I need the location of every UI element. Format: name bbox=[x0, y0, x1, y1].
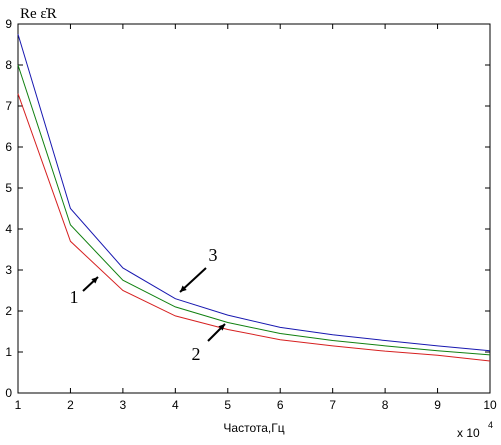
y-tick-label: 2 bbox=[5, 304, 12, 318]
series-line bbox=[17, 34, 491, 352]
series-line bbox=[17, 64, 491, 356]
x-tick-label: 2 bbox=[67, 398, 74, 412]
x-tick-label: 4 bbox=[172, 398, 179, 412]
y-axis-label: Re ε̇R bbox=[20, 6, 57, 22]
y-tick-label: 0 bbox=[5, 386, 12, 400]
x-tick-label: 6 bbox=[277, 398, 284, 412]
x-tick-label: 7 bbox=[329, 398, 336, 412]
series-label: 3 bbox=[209, 245, 218, 265]
y-tick-label: 7 bbox=[5, 99, 12, 113]
y-tick-label: 9 bbox=[5, 17, 12, 31]
y-tick-label: 6 bbox=[5, 140, 12, 154]
x-tick-label: 5 bbox=[224, 398, 231, 412]
y-tick-label: 1 bbox=[5, 345, 12, 359]
y-tick-label: 4 bbox=[5, 222, 12, 236]
y-tick-label: 8 bbox=[5, 58, 12, 72]
annotation-arrowhead bbox=[180, 285, 187, 292]
x-multiplier: x 10 bbox=[457, 426, 480, 440]
series-label: 2 bbox=[192, 344, 201, 364]
x-tick-label: 8 bbox=[382, 398, 389, 412]
series-line bbox=[17, 93, 491, 362]
axes-box bbox=[17, 23, 491, 394]
x-tick-label: 1 bbox=[15, 398, 22, 412]
y-tick-label: 3 bbox=[5, 263, 12, 277]
series-label: 1 bbox=[70, 287, 79, 307]
x-exponent: 4 bbox=[488, 420, 493, 430]
annotation-arrowhead bbox=[218, 324, 225, 331]
x-tick-label: 3 bbox=[120, 398, 127, 412]
x-tick-label: 9 bbox=[434, 398, 441, 412]
y-tick-label: 5 bbox=[5, 181, 12, 195]
x-axis-label: Частота,Гц bbox=[223, 421, 284, 435]
x-tick-label: 10 bbox=[483, 398, 497, 412]
annotation-arrowhead bbox=[91, 277, 98, 284]
